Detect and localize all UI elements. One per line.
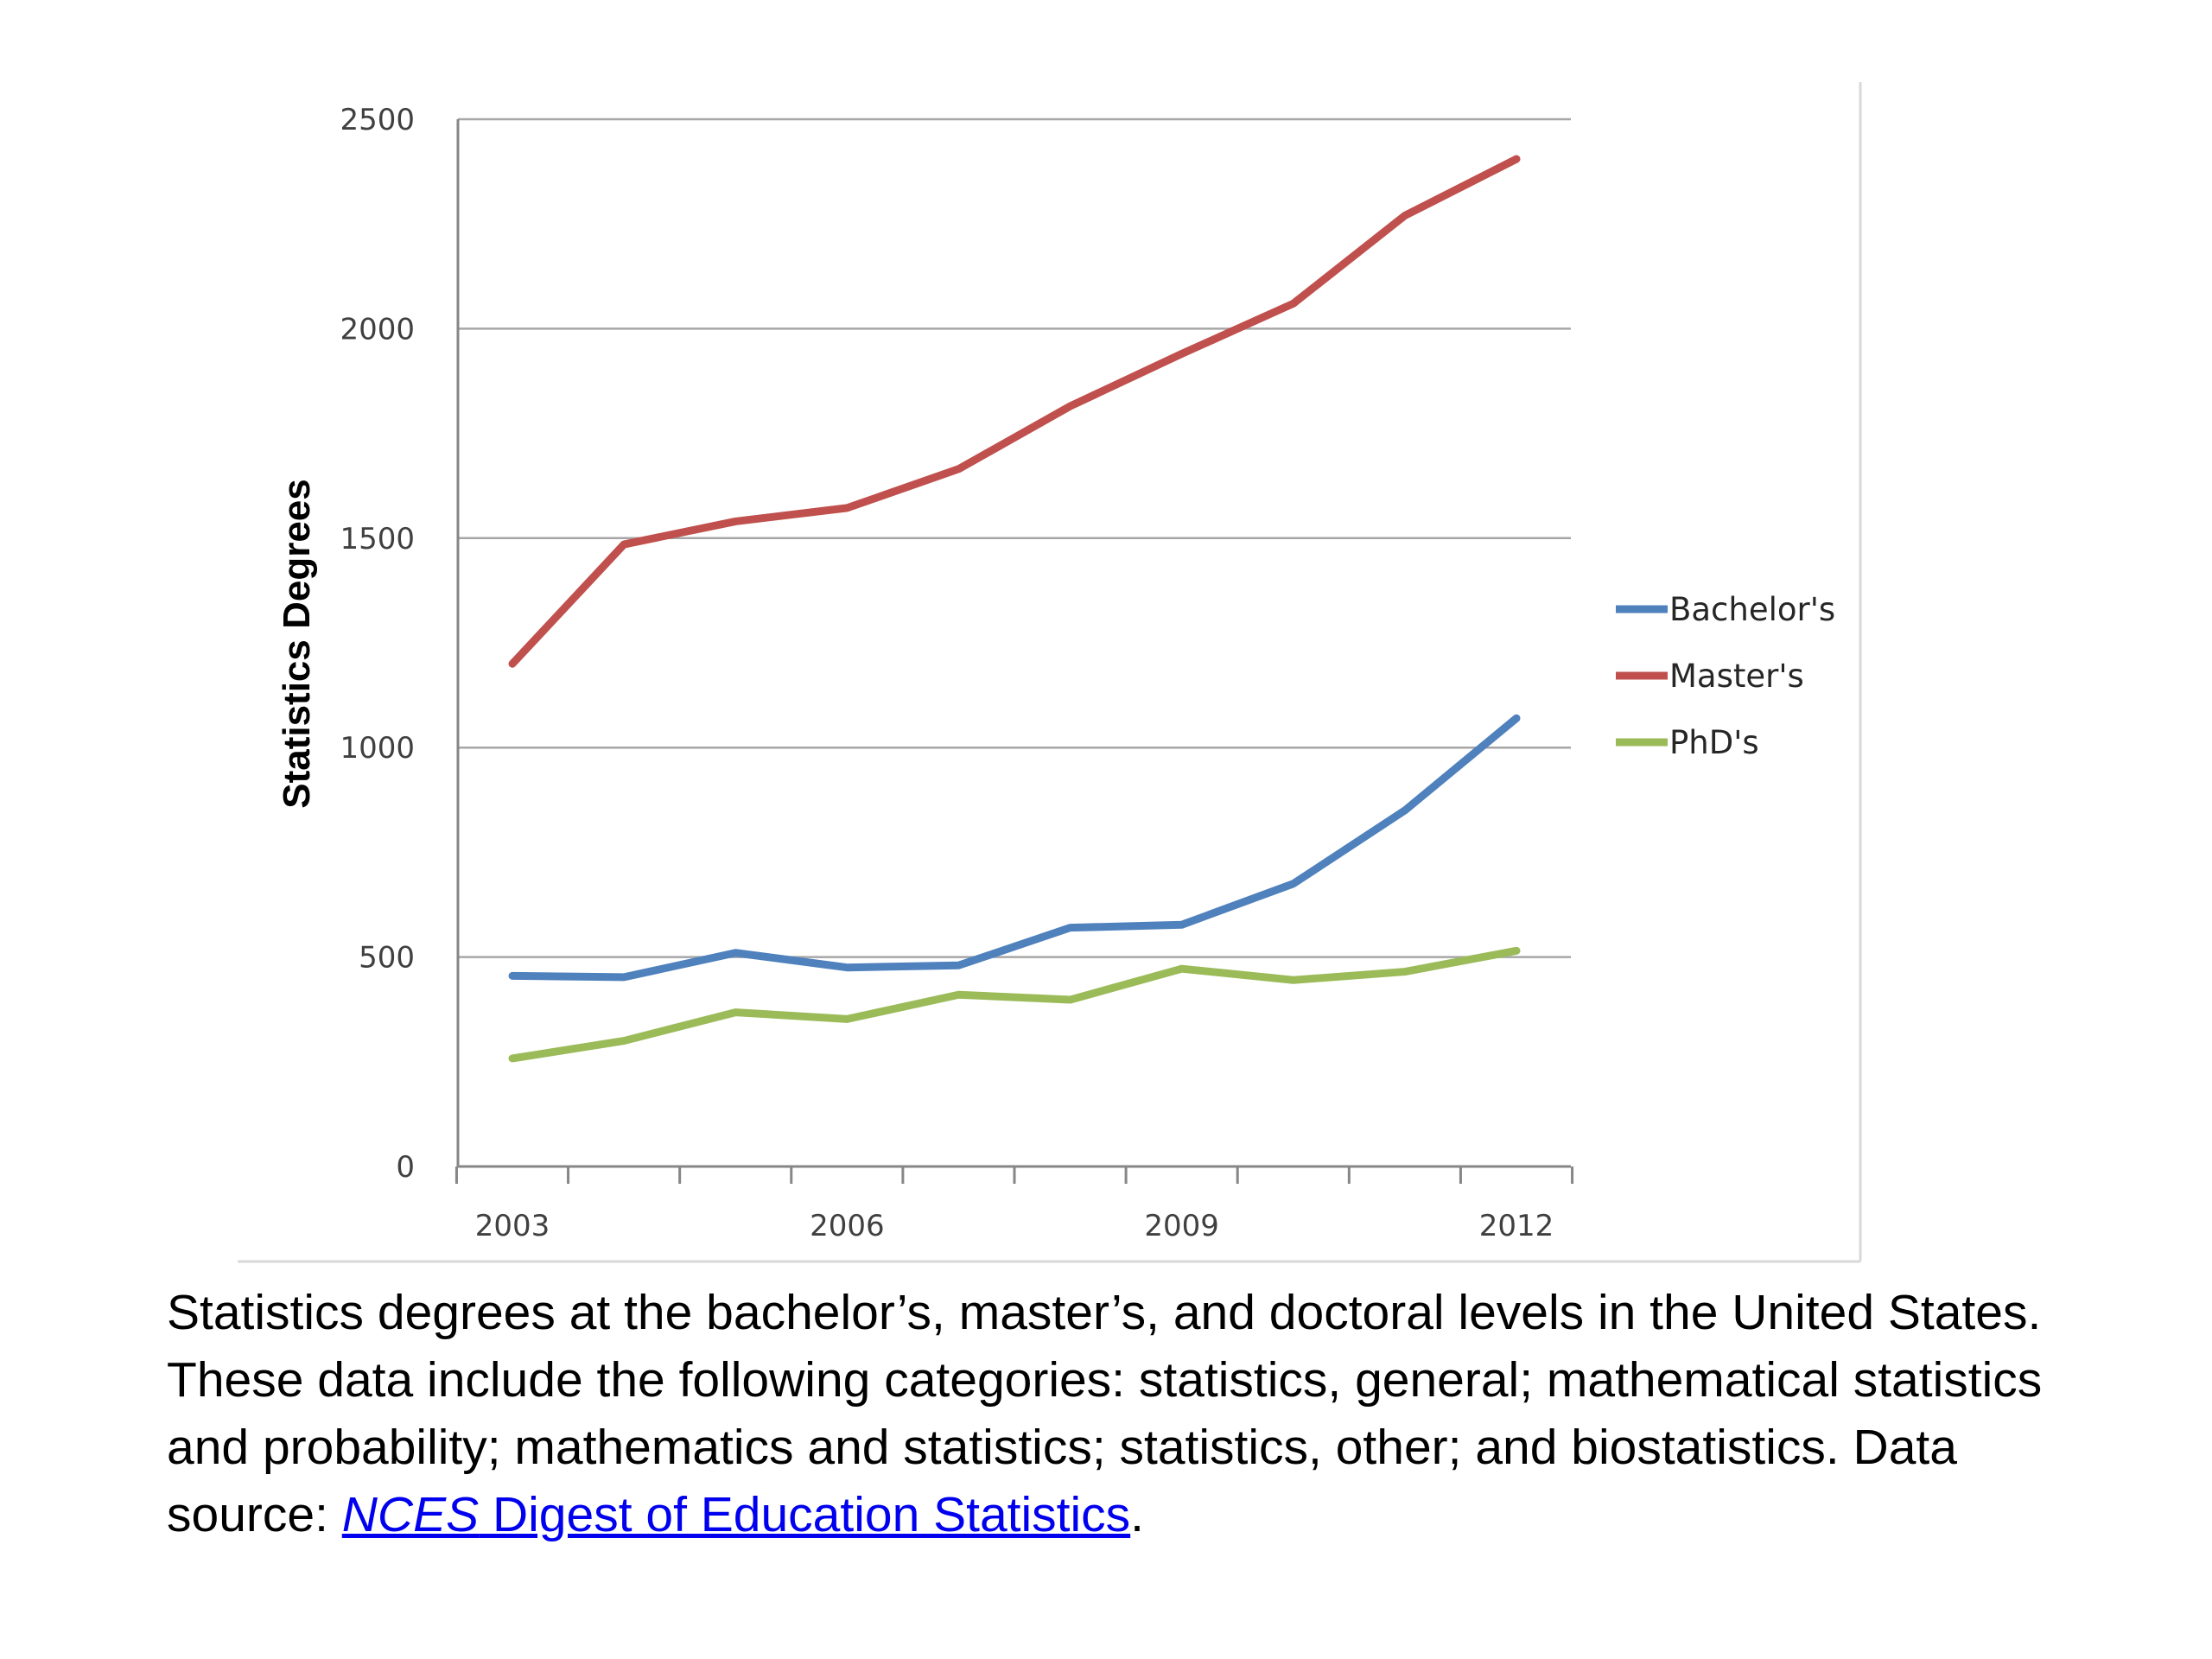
y-tick-label: 0 — [396, 1150, 415, 1185]
link-text: Digest of Education Statistics — [479, 1487, 1131, 1542]
data-source-link[interactable]: NCES Digest of Education Statistics — [342, 1487, 1130, 1542]
y-tick-label: 500 — [359, 941, 415, 976]
axes: 0 500 1000 1500 2000 2500 2003 2006 2009 2012 — [340, 103, 1574, 1243]
caption-end: . — [1130, 1487, 1145, 1542]
x-tick-label: 2009 — [1144, 1209, 1219, 1243]
figure-caption: Statistics degrees at the bachelor’s, ma… — [167, 1279, 2120, 1548]
y-tick-label: 1500 — [340, 522, 415, 556]
series-line-0 — [508, 714, 1521, 982]
legend-label: Bachelor's — [1669, 591, 1835, 628]
gridlines — [458, 118, 1571, 958]
caption-text: Statistics degrees at the bachelor’s, ma… — [167, 1285, 2043, 1542]
x-tick-label: 2003 — [475, 1209, 550, 1243]
x-tick-label: 2006 — [810, 1209, 885, 1243]
legend-label: PhD's — [1669, 724, 1759, 761]
series-lines — [508, 155, 1521, 1063]
legend: Bachelor's Master's PhD's — [1616, 591, 1835, 761]
link-italic-text: NCES — [341, 1487, 480, 1542]
y-tick-label: 1000 — [340, 731, 415, 766]
y-tick-label: 2000 — [340, 312, 415, 346]
series-line-2 — [508, 946, 1521, 1063]
y-tick-label: 2500 — [340, 103, 415, 137]
series-line-1 — [508, 155, 1521, 668]
legend-label: Master's — [1669, 658, 1804, 695]
y-axis-title: Statistics Degrees — [276, 479, 318, 809]
x-tick-label: 2012 — [1479, 1209, 1554, 1243]
